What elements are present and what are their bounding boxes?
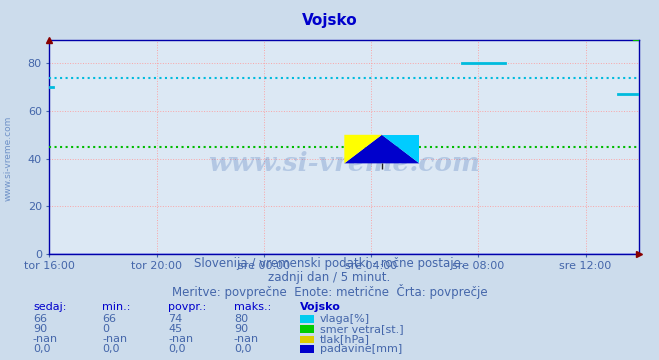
Text: padavine[mm]: padavine[mm]	[320, 344, 402, 354]
Text: 80: 80	[234, 314, 248, 324]
Text: tlak[hPa]: tlak[hPa]	[320, 334, 370, 345]
Text: 0,0: 0,0	[234, 344, 252, 354]
Text: 45: 45	[168, 324, 182, 334]
Text: www.si-vreme.com: www.si-vreme.com	[4, 116, 13, 201]
Text: www.si-vreme.com: www.si-vreme.com	[208, 151, 480, 176]
Text: 90: 90	[33, 324, 47, 334]
Polygon shape	[382, 135, 419, 163]
Text: -nan: -nan	[102, 334, 127, 345]
Text: 0,0: 0,0	[168, 344, 186, 354]
Text: povpr.:: povpr.:	[168, 302, 206, 312]
Text: smer vetra[st.]: smer vetra[st.]	[320, 324, 403, 334]
Text: 66: 66	[33, 314, 47, 324]
Text: Vojsko: Vojsko	[300, 302, 341, 312]
Text: 0,0: 0,0	[102, 344, 120, 354]
Text: vlaga[%]: vlaga[%]	[320, 314, 370, 324]
Text: 0: 0	[102, 324, 109, 334]
Text: 90: 90	[234, 324, 248, 334]
Text: sedaj:: sedaj:	[33, 302, 67, 312]
Text: maks.:: maks.:	[234, 302, 272, 312]
Text: 66: 66	[102, 314, 116, 324]
Text: 0,0: 0,0	[33, 344, 51, 354]
Polygon shape	[345, 135, 382, 163]
Text: -nan: -nan	[234, 334, 259, 345]
Text: -nan: -nan	[168, 334, 193, 345]
Text: min.:: min.:	[102, 302, 130, 312]
Text: Meritve: povprečne  Enote: metrične  Črta: povprečje: Meritve: povprečne Enote: metrične Črta:…	[172, 284, 487, 299]
Text: Vojsko: Vojsko	[302, 13, 357, 28]
Text: zadnji dan / 5 minut.: zadnji dan / 5 minut.	[268, 271, 391, 284]
Text: Slovenija / vremenski podatki - ročne postaje.: Slovenija / vremenski podatki - ročne po…	[194, 257, 465, 270]
Polygon shape	[345, 135, 419, 163]
Text: -nan: -nan	[33, 334, 58, 345]
Text: 74: 74	[168, 314, 183, 324]
